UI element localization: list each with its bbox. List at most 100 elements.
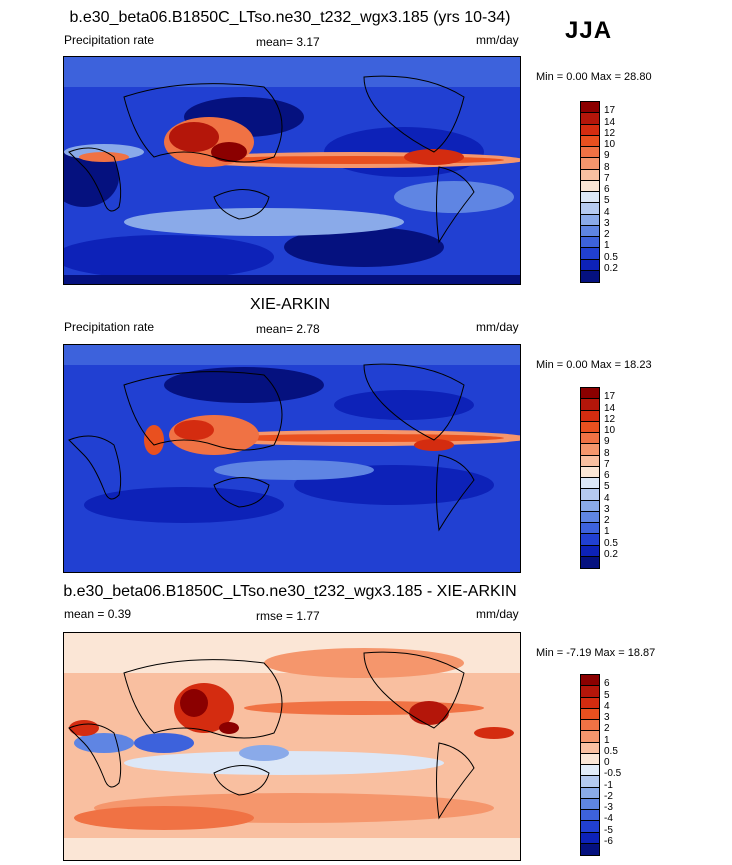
colorbar-tick-label: 1 xyxy=(604,526,610,538)
colorbar-tick-label: 0.2 xyxy=(604,548,618,560)
panel-3-title: b.e30_beta06.B1850C_LTso.ne30_t232_wgx3.… xyxy=(63,583,517,600)
colorbar-tick-label: 17 xyxy=(604,105,616,117)
panel-2-left-label: Precipitation rate xyxy=(64,320,155,334)
colorbar-tick-label: 3 xyxy=(604,503,610,515)
colorbar-swatch xyxy=(581,742,599,754)
panel-3-units-label: mm/day xyxy=(476,607,519,621)
colorbar-tick-label: 12 xyxy=(604,413,616,425)
colorbar-swatch xyxy=(581,248,599,260)
colorbar-swatch xyxy=(581,534,599,546)
panel-1-map-svg xyxy=(64,57,520,284)
colorbar-swatch xyxy=(581,731,599,743)
colorbar-swatch xyxy=(581,753,599,765)
colorbar-tick-label: -4 xyxy=(604,813,613,825)
colorbar-tick-label: 17 xyxy=(604,391,616,403)
colorbar-tick-label: 3 xyxy=(604,217,610,229)
colorbar-swatch xyxy=(581,489,599,501)
colorbar-swatch xyxy=(581,511,599,523)
colorbar-swatch xyxy=(581,810,599,822)
panel-1-units-label: mm/day xyxy=(476,33,519,47)
panel-3-mean-label: mean = 0.39 xyxy=(64,607,132,621)
colorbar-tick-label: 3 xyxy=(604,712,610,723)
colorbar-swatch xyxy=(581,433,599,445)
panel-3-rmse-label: rmse = 1.77 xyxy=(256,609,320,623)
colorbar-tick-label: 0 xyxy=(604,757,610,768)
colorbar-tick-label: 2 xyxy=(604,229,610,240)
colorbar-tick-label: 5 xyxy=(604,481,610,493)
colorbar-swatch xyxy=(581,697,599,709)
colorbar-swatch xyxy=(581,113,599,125)
colorbar-tick-label: 5 xyxy=(604,195,610,207)
colorbar-swatch xyxy=(581,776,599,788)
panel-2-map-svg xyxy=(64,345,520,572)
colorbar-swatch xyxy=(581,545,599,557)
panel-2-minmax: Min = 0.00 Max = 18.23 xyxy=(536,359,652,371)
colorbar-swatch xyxy=(581,147,599,159)
panel-1-colorbar xyxy=(580,101,600,283)
colorbar-swatch xyxy=(581,708,599,720)
panel-1-mean-label: mean= 3.17 xyxy=(256,35,320,49)
colorbar-swatch xyxy=(581,399,599,411)
colorbar-tick-label: 0.5 xyxy=(604,251,618,263)
colorbar-swatch xyxy=(581,237,599,249)
panel-1-left-label: Precipitation rate xyxy=(64,33,155,47)
colorbar-tick-label: 4 xyxy=(604,700,610,712)
panel-1-title: b.e30_beta06.B1850C_LTso.ne30_t232_wgx3.… xyxy=(69,9,511,26)
colorbar-swatch xyxy=(581,180,599,192)
panel-2-units-label: mm/day xyxy=(476,320,519,334)
colorbar-tick-label: 5 xyxy=(604,689,610,701)
colorbar-tick-label: 6 xyxy=(604,470,610,481)
colorbar-swatch xyxy=(581,225,599,237)
colorbar-swatch xyxy=(581,821,599,833)
panel-3-minmax: Min = -7.19 Max = 18.87 xyxy=(536,647,656,659)
colorbar-swatch xyxy=(581,675,599,687)
panel-2-map xyxy=(63,344,521,573)
colorbar-tick-label: -2 xyxy=(604,790,613,802)
colorbar-swatch xyxy=(581,500,599,512)
colorbar-tick-label: 9 xyxy=(604,150,610,162)
colorbar-swatch xyxy=(581,466,599,478)
colorbar-swatch xyxy=(581,124,599,136)
colorbar-tick-label: 6 xyxy=(604,184,610,195)
colorbar-tick-label: -3 xyxy=(604,802,613,813)
panel-3-map xyxy=(63,632,521,861)
colorbar-swatch xyxy=(581,556,599,568)
colorbar-swatch xyxy=(581,765,599,777)
colorbar-tick-label: 8 xyxy=(604,447,610,459)
colorbar-swatch xyxy=(581,832,599,844)
colorbar-tick-label: 2 xyxy=(604,515,610,526)
colorbar-tick-label: 7 xyxy=(604,458,610,470)
colorbar-swatch xyxy=(581,421,599,433)
colorbar-tick-label: -6 xyxy=(604,835,613,847)
colorbar-tick-label: 6 xyxy=(604,678,610,690)
colorbar-tick-label: -0.5 xyxy=(604,768,622,780)
colorbar-tick-label: 10 xyxy=(604,139,616,150)
panel-2-title: XIE-ARKIN xyxy=(249,296,330,313)
colorbar-tick-label: 0.2 xyxy=(604,262,618,274)
colorbar-tick-label: 10 xyxy=(604,425,616,436)
colorbar-swatch xyxy=(581,787,599,799)
colorbar-tick-label: -1 xyxy=(604,779,613,791)
colorbar-tick-label: 7 xyxy=(604,172,610,184)
colorbar-swatch xyxy=(581,410,599,422)
colorbar-swatch xyxy=(581,444,599,456)
colorbar-swatch xyxy=(581,455,599,467)
panel-2-colorbar xyxy=(580,387,600,569)
colorbar-swatch xyxy=(581,686,599,698)
colorbar-swatch xyxy=(581,214,599,226)
colorbar-swatch xyxy=(581,203,599,215)
colorbar-swatch xyxy=(581,259,599,271)
colorbar-tick-label: 4 xyxy=(604,492,610,504)
panel-1-map xyxy=(63,56,521,285)
colorbar-swatch xyxy=(581,388,599,400)
colorbar-swatch xyxy=(581,192,599,204)
colorbar-swatch xyxy=(581,798,599,810)
colorbar-tick-label: 1 xyxy=(604,734,610,746)
colorbar-tick-label: 14 xyxy=(604,116,616,128)
panel-3-map-svg xyxy=(64,633,520,860)
colorbar-swatch xyxy=(581,523,599,535)
colorbar-tick-label: 0.5 xyxy=(604,537,618,549)
colorbar-swatch xyxy=(581,102,599,114)
colorbar-swatch xyxy=(581,169,599,181)
colorbar-swatch xyxy=(581,720,599,732)
